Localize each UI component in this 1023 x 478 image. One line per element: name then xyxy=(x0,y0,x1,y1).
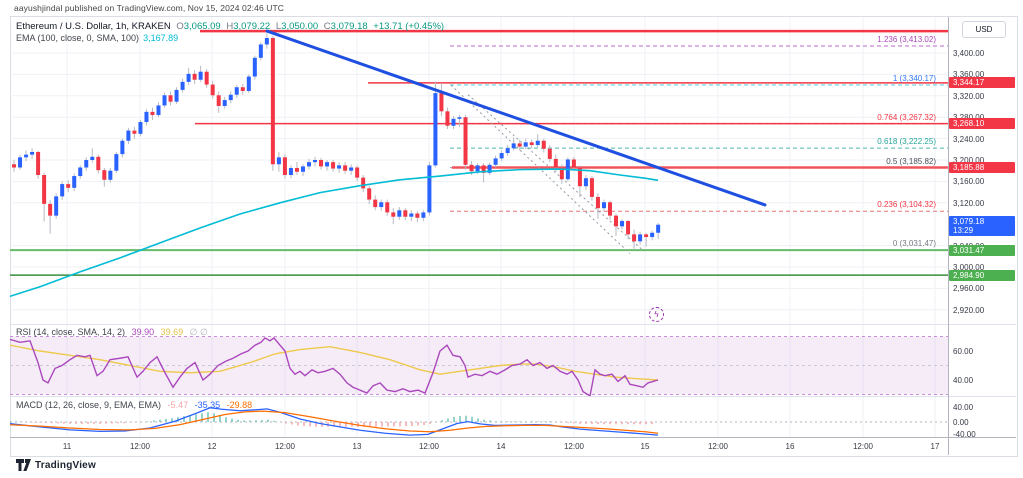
macd-hist-value: -5.47 xyxy=(167,400,189,410)
indicator-axis-label: 40.00 xyxy=(953,403,974,412)
price-axis-label: 3,200.00 xyxy=(953,156,985,165)
ohlc-h-value: 3,079.22 xyxy=(233,21,271,32)
time-axis-border xyxy=(10,437,1016,438)
price-axis-label: 3,280.00 xyxy=(953,113,984,122)
ohlc-l-label: L xyxy=(275,21,282,32)
macd-label: MACD (12, 26, close, 9, EMA, EMA) xyxy=(16,400,162,410)
price-axis-border xyxy=(948,17,949,455)
fib-level-label: 0.5 (3,185.82) xyxy=(886,156,936,166)
ohlc-c-label: C xyxy=(323,21,331,32)
price-axis-label: 3,360.00 xyxy=(953,70,985,80)
ohlc-change: +13.71 (+0.45%) xyxy=(373,21,445,32)
time-axis-label: 12 xyxy=(207,442,217,451)
indicator-axis-label: 60.00 xyxy=(953,347,974,356)
rsi-value: 39.90 xyxy=(131,327,155,337)
time-axis-label: 12:00 xyxy=(707,442,729,451)
ema-legend[interactable]: EMA (100, close, 0, SMA, 100) 3,167.89 xyxy=(16,33,178,43)
pane-separator-macd[interactable] xyxy=(10,396,1016,397)
fib-level-label: 0.618 (3,222.25) xyxy=(877,137,936,147)
macd-line-value: -35.35 xyxy=(194,400,221,410)
fib-level-label: 0.764 (3,267.32) xyxy=(877,112,936,122)
tradingview-logo-icon xyxy=(16,459,31,471)
price-axis-label: 3,320.00 xyxy=(953,91,985,101)
price-axis-label: 3,120.00 xyxy=(953,198,985,208)
price-axis-label: 2,920.00 xyxy=(953,305,985,315)
ema-label: EMA (100, close, 0, SMA, 100) xyxy=(16,33,140,43)
rsi-ma-value: 39.69 xyxy=(160,327,184,337)
time-axis-label: 16 xyxy=(785,442,795,451)
indicator-axis-label: 0.00 xyxy=(953,418,969,427)
price-axis-label: 2,960.00 xyxy=(953,284,985,294)
time-axis-label: 15 xyxy=(640,442,650,451)
time-axis-label: 12:00 xyxy=(418,442,440,451)
time-axis-label: 14 xyxy=(496,442,506,451)
price-level-tag: 3,344.17 xyxy=(949,77,1015,89)
bar-countdown: 13:29 xyxy=(953,225,974,235)
tradingview-wordmark: TradingView xyxy=(35,460,96,471)
time-axis-label: 17 xyxy=(930,442,940,451)
rsi-label: RSI (14, close, SMA, 14, 2) xyxy=(16,327,126,337)
price-level-tag: 3,031.47 xyxy=(949,244,1015,256)
tradingview-logo[interactable]: TradingView xyxy=(16,459,96,472)
fib-level-label: 1 (3,340.17) xyxy=(892,74,936,83)
indicator-axis-label: 40.00 xyxy=(953,376,974,385)
time-axis-label: 12:00 xyxy=(563,442,585,451)
fib-level-label: 1.236 (3,413.02) xyxy=(877,35,936,45)
attribution-text: aayushjindal published on TradingView.co… xyxy=(14,3,285,13)
price-axis-label: 3,160.00 xyxy=(953,177,985,187)
pane-separator-rsi[interactable] xyxy=(10,324,1016,325)
ohlc-h-label: H xyxy=(226,21,234,32)
currency-toggle-button[interactable]: USD xyxy=(962,21,1006,38)
fib-level-label: 0 (3,031.47) xyxy=(892,239,936,249)
current-price-tag[interactable]: 3,079.18 13:29 xyxy=(949,215,1015,236)
ohlc-o-value: 3,065.09 xyxy=(183,21,221,32)
symbol-legend[interactable]: Ethereum / U.S. Dollar, 1h, KRAKEN O3,06… xyxy=(16,21,444,32)
time-axis-label: 12:00 xyxy=(852,442,874,451)
rsi-legend[interactable]: RSI (14, close, SMA, 14, 2) 39.90 39.69 … xyxy=(16,327,208,338)
price-axis-label: 3,240.00 xyxy=(953,134,985,144)
price-axis-label: 3,400.00 xyxy=(953,49,985,58)
rsi-empty-values: ∅ ∅ xyxy=(189,327,208,337)
time-axis-label: 12:00 xyxy=(129,442,151,451)
time-axis-label: 12:00 xyxy=(274,442,296,451)
price-level-tag: 2,984.90 xyxy=(949,269,1015,281)
idea-marker-icon[interactable]: ϟ xyxy=(649,307,664,322)
ema-value: 3,167.89 xyxy=(143,33,179,43)
price-level-tag: 3,185.88 xyxy=(949,162,1015,174)
current-price-value: 3,079.18 xyxy=(953,216,985,226)
time-axis-label: 13 xyxy=(352,442,362,451)
price-axis-label: 3,000.00 xyxy=(953,263,985,272)
symbol-title: Ethereum / U.S. Dollar, 1h, KRAKEN xyxy=(16,21,171,32)
ohlc-l-value: 3,050.00 xyxy=(281,21,319,32)
time-axis-label: 11 xyxy=(62,442,72,451)
price-level-tag: 3,268.10 xyxy=(949,118,1015,130)
macd-signal-value: -29.88 xyxy=(226,400,253,410)
indicator-axis-label: -40.00 xyxy=(953,430,976,439)
ohlc-o-label: O xyxy=(176,21,184,32)
ohlc-c-value: 3,079.18 xyxy=(330,21,368,32)
chart-canvas[interactable] xyxy=(10,16,1016,455)
fib-level-label: 0.236 (3,104.32) xyxy=(877,200,936,210)
macd-legend[interactable]: MACD (12, 26, close, 9, EMA, EMA) -5.47 … xyxy=(16,400,252,410)
